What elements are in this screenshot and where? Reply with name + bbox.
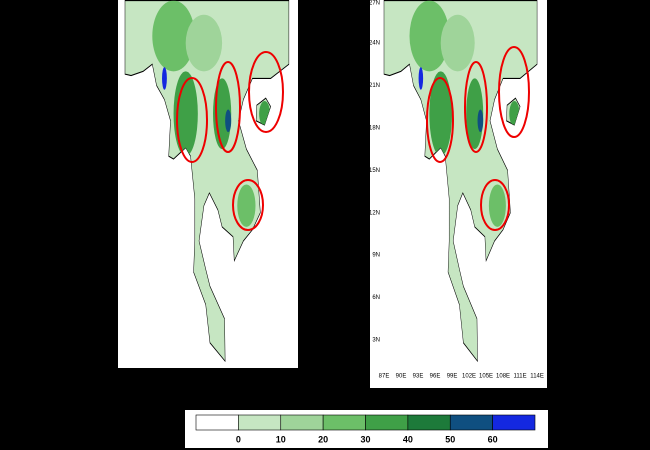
lon-label: 114E: [282, 374, 296, 380]
lat-label: 6N: [372, 295, 380, 301]
right-panel: 3N 6N 9N 12N 15N 18N 21N 24N 27N 87E 90E 93E 96E 99E 1…: [369, 0, 547, 388]
highlight: [426, 77, 454, 163]
highlight: [248, 51, 284, 133]
colorbar-cell: [365, 414, 409, 431]
colorbar-label: 50: [445, 434, 455, 444]
lat-label: 3N: [372, 338, 380, 344]
colorbar-cell: [322, 414, 366, 431]
lon-label: 99E: [447, 374, 458, 380]
lon-label: 99E: [192, 374, 203, 380]
colorbar-label: 40: [403, 434, 413, 444]
lat-label: 18N: [103, 125, 114, 131]
lon-label: 102E: [209, 374, 223, 380]
lat-label: 21N: [369, 83, 380, 89]
colorbar-label: 10: [276, 434, 286, 444]
colorbar-cell: [407, 414, 451, 431]
colorbar: 0 10 20 30 40 50 60: [185, 410, 548, 448]
colorbar-label: 0: [236, 434, 241, 444]
lon-label: 108E: [496, 374, 510, 380]
lat-label: 12N: [103, 210, 114, 216]
lat-label: 3N: [106, 338, 114, 344]
lon-label: 87E: [120, 374, 131, 380]
lon-label: 102E: [462, 374, 476, 380]
left-panel: 3N 6N 9N 12N 15N 18N 21N 24N 27N 87E 90E 93E 96E 99E 1…: [103, 0, 298, 380]
lon-label: 114E: [530, 374, 544, 380]
lat-label: 9N: [372, 253, 380, 259]
lat-label: 12N: [369, 210, 380, 216]
lon-label: 111E: [264, 374, 277, 380]
lat-label: 24N: [103, 41, 114, 47]
lon-label: 90E: [396, 374, 407, 380]
highlight: [480, 179, 510, 231]
lat-label: 21N: [103, 83, 114, 89]
highlight: [176, 77, 208, 163]
highlight: [464, 61, 488, 153]
colorbar-cell: [449, 414, 493, 431]
highlight: [232, 179, 264, 231]
highlight: [215, 61, 241, 153]
lat-label: 18N: [369, 125, 380, 131]
colorbar-cell: [238, 414, 282, 431]
colorbar-label: 60: [488, 434, 498, 444]
lon-label: 108E: [245, 374, 259, 380]
lon-label: 87E: [379, 374, 390, 380]
lon-label: 90E: [138, 374, 149, 380]
lat-label: 15N: [369, 168, 380, 174]
colorbar-label: 20: [318, 434, 328, 444]
colorbar-label: 30: [360, 434, 370, 444]
lon-label: 93E: [156, 374, 167, 380]
lon-label: 96E: [174, 374, 185, 380]
lon-label: 96E: [430, 374, 441, 380]
lon-label: 105E: [227, 374, 241, 380]
colorbar-cell: [492, 414, 536, 431]
lon-label: 111E: [514, 374, 527, 380]
lat-label: 6N: [106, 295, 114, 301]
lat-label: 9N: [106, 253, 114, 259]
colorbar-cell: [195, 414, 239, 431]
lon-label: 105E: [479, 374, 493, 380]
highlight: [498, 46, 530, 138]
lat-label: 24N: [369, 41, 380, 47]
lat-label: 27N: [103, 1, 114, 7]
colorbar-cell: [280, 414, 324, 431]
lon-label: 93E: [413, 374, 424, 380]
lat-label: 15N: [103, 168, 114, 174]
lat-label: 27N: [369, 1, 380, 7]
